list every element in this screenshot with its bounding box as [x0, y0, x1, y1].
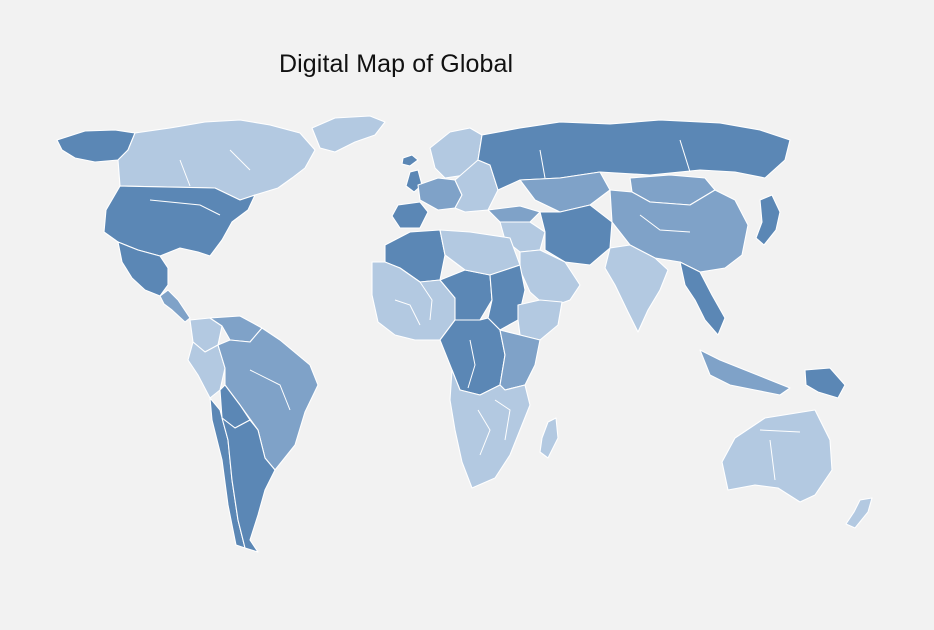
- border-line: [249, 369, 291, 411]
- region-mexico[interactable]: [117, 241, 169, 297]
- region-sudan[interactable]: [487, 264, 526, 331]
- region-iran[interactable]: [539, 204, 613, 266]
- region-indonesia[interactable]: [699, 349, 791, 396]
- region-argentina[interactable]: [221, 417, 276, 553]
- border-line: [394, 299, 421, 326]
- border-line: [494, 399, 511, 441]
- region-southern-africa[interactable]: [449, 369, 531, 489]
- border-line: [679, 139, 691, 173]
- region-western-europe[interactable]: [417, 177, 463, 211]
- border-line: [759, 429, 801, 433]
- region-central-africa[interactable]: [439, 317, 506, 396]
- border-line: [179, 159, 191, 187]
- border-line: [639, 214, 691, 233]
- border-line: [467, 339, 476, 389]
- region-canada[interactable]: [117, 119, 316, 201]
- region-india[interactable]: [604, 244, 669, 333]
- border-line: [477, 409, 491, 456]
- region-united-states[interactable]: [103, 185, 256, 257]
- region-arabian-peninsula[interactable]: [519, 249, 581, 309]
- region-japan[interactable]: [755, 194, 781, 246]
- region-iceland[interactable]: [401, 154, 419, 167]
- border-line: [149, 199, 221, 216]
- border-line: [419, 281, 433, 321]
- border-line: [769, 439, 776, 481]
- region-horn-of-africa[interactable]: [517, 299, 563, 341]
- region-iberia[interactable]: [391, 201, 429, 229]
- region-papua-new-guinea[interactable]: [804, 367, 846, 399]
- region-central-america[interactable]: [159, 289, 191, 323]
- region-egypt-and-libya[interactable]: [439, 229, 521, 276]
- region-new-zealand[interactable]: [845, 497, 873, 529]
- border-line: [229, 149, 251, 171]
- country-borders: [149, 139, 801, 481]
- region-greenland[interactable]: [311, 115, 386, 153]
- map-title: Digital Map of Global: [279, 50, 514, 78]
- region-southeast-asia[interactable]: [679, 261, 726, 336]
- region-australia[interactable]: [721, 409, 833, 503]
- border-line: [539, 149, 546, 179]
- region-madagascar[interactable]: [539, 417, 559, 459]
- region-east-africa[interactable]: [499, 329, 541, 391]
- region-kazakhstan[interactable]: [519, 171, 611, 213]
- region-turkey[interactable]: [487, 205, 541, 223]
